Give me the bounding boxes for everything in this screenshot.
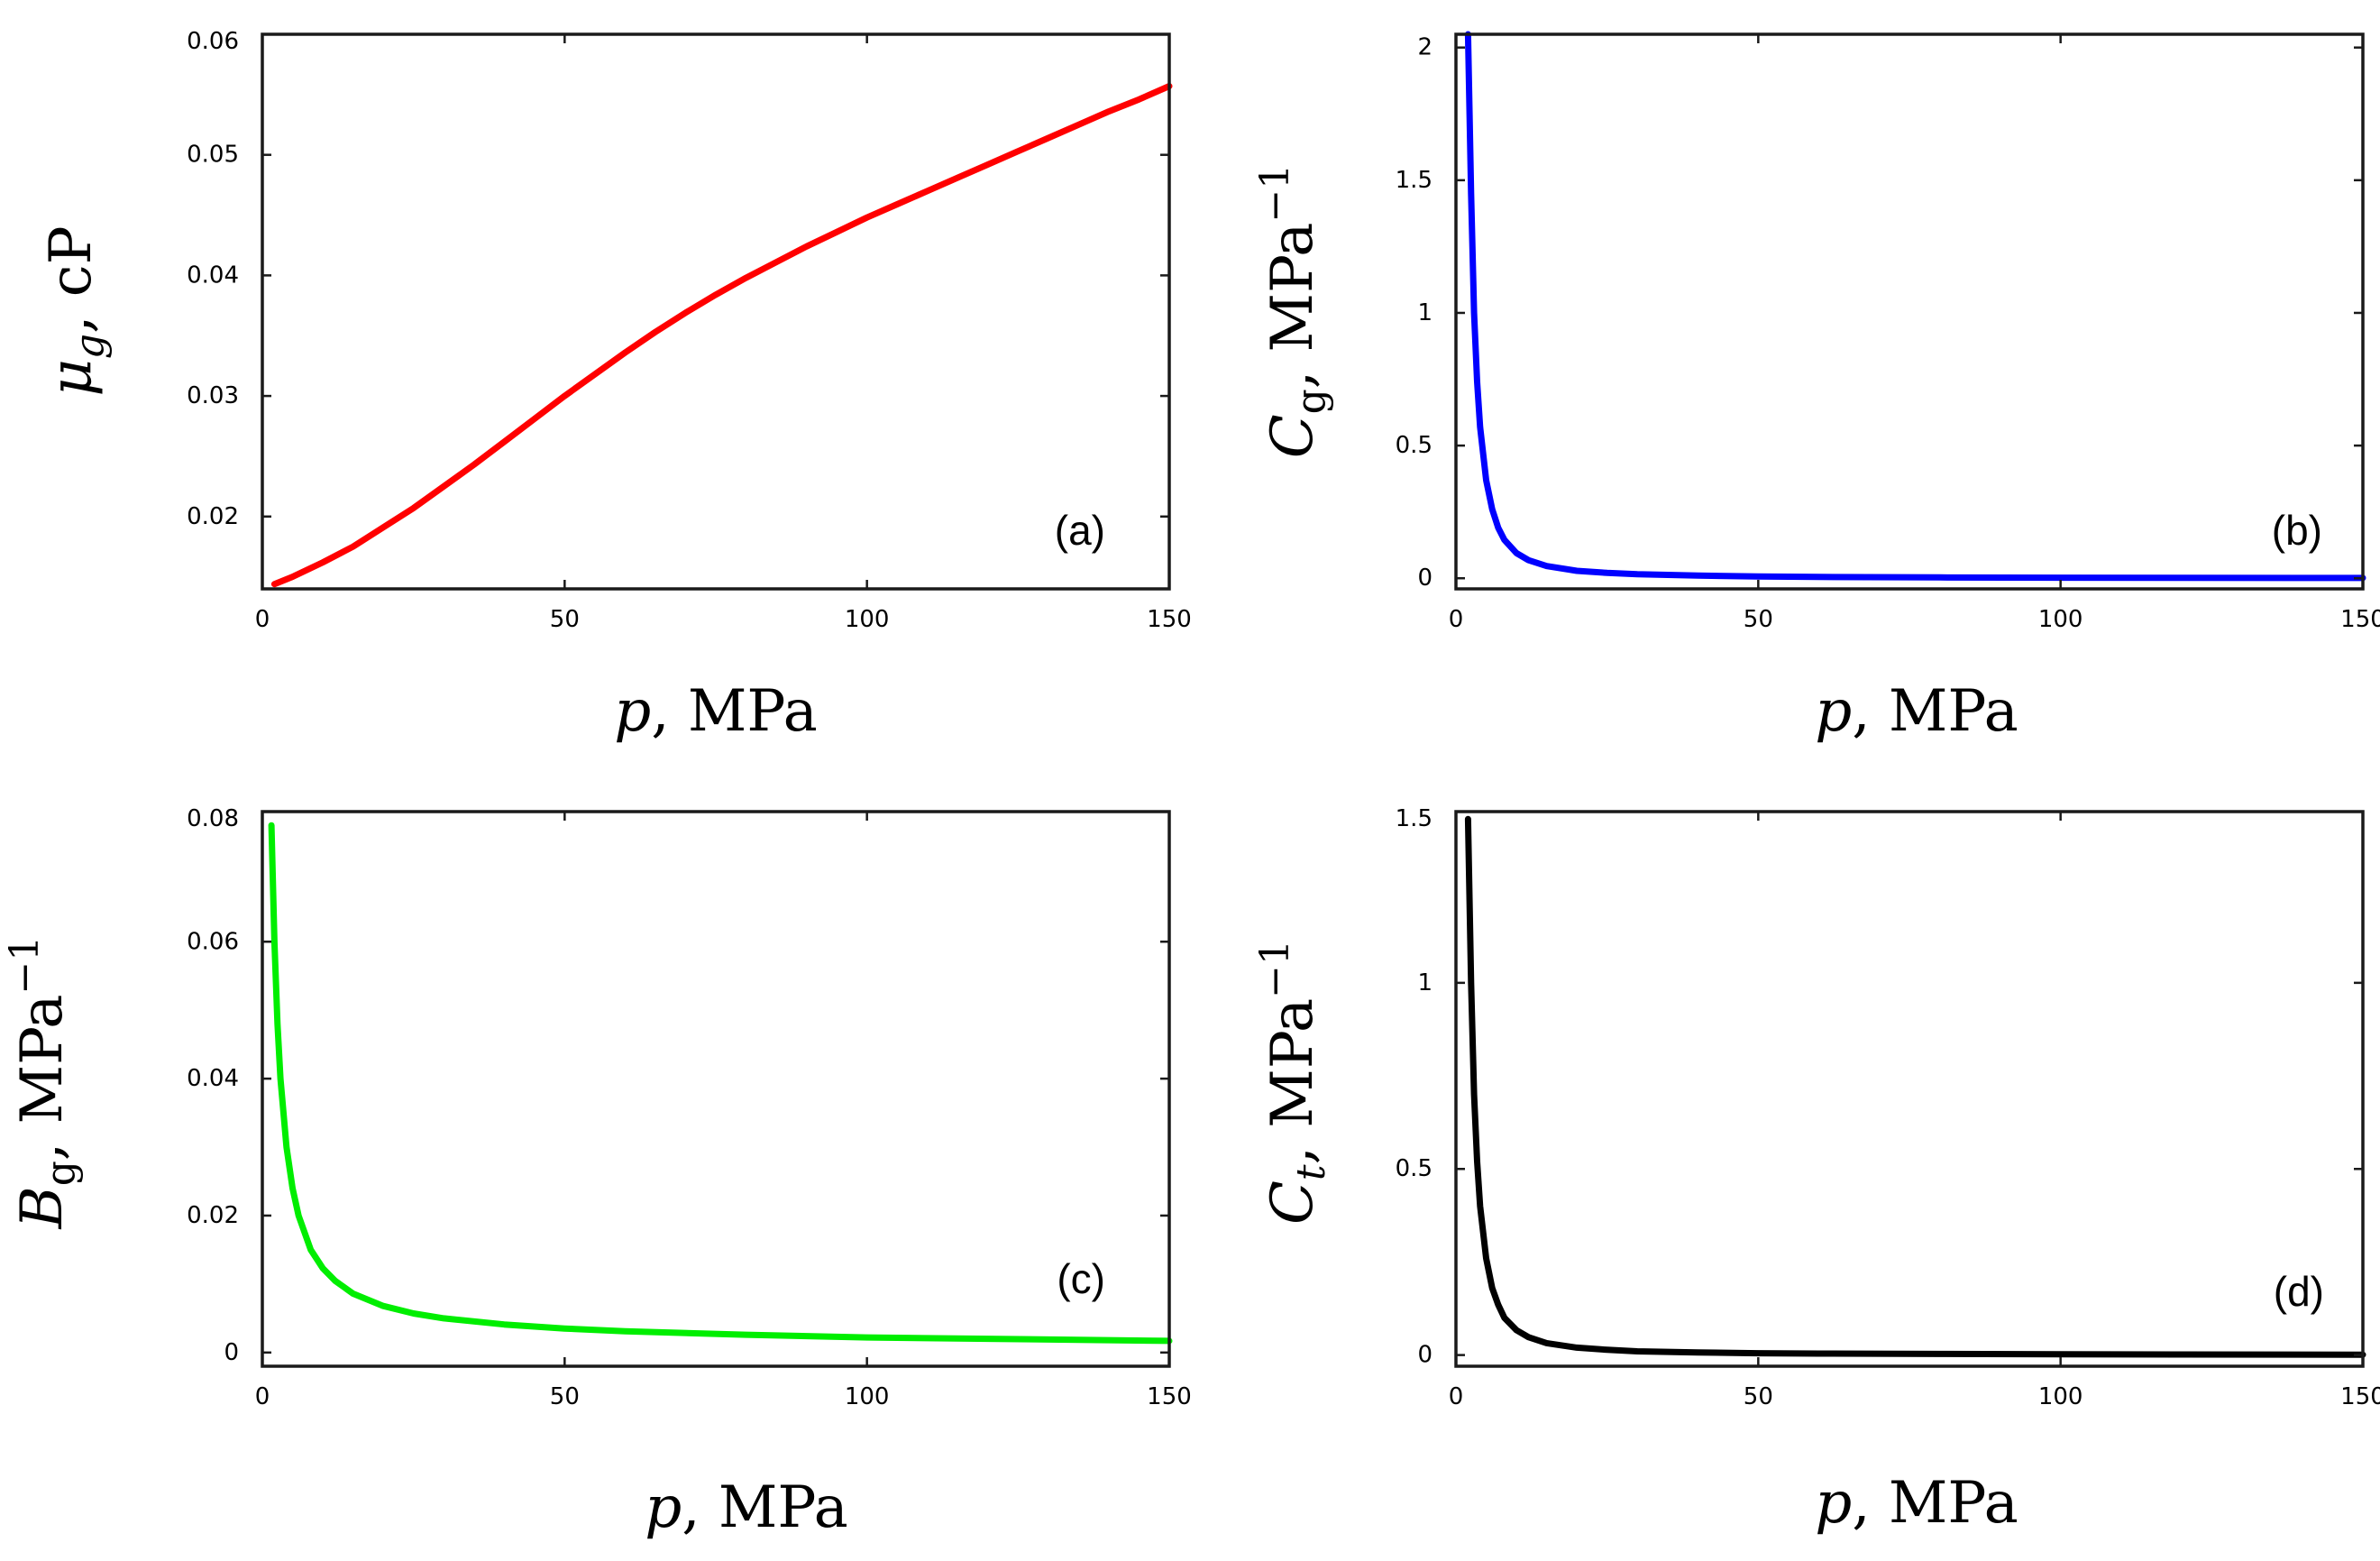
panel-d-xtick-label: 100 — [2038, 1383, 2083, 1410]
panel-d: 0 50 100 150 0 0.5 1 1.5 (d) p, MPa Ct, MPa−1 — [1252, 805, 2380, 1537]
panel-a-ytick-label: 0.05 — [187, 142, 239, 169]
panel-a-xtick-label: 150 — [1147, 606, 1192, 633]
panel-d-ticks: 0 50 100 150 0 0.5 1 1.5 — [1396, 805, 2380, 1410]
panel-b-series — [1464, 31, 2366, 582]
panel-b-xtick-label: 100 — [2038, 606, 2083, 633]
panel-c-series-line — [268, 822, 1173, 1345]
panel-b-ytick-label: 2 — [1417, 34, 1433, 61]
panel-b-ytick-label: 1.5 — [1396, 167, 1433, 194]
panel-a-xtick-label: 0 — [255, 606, 270, 633]
panel-b-xtick-label: 50 — [1744, 606, 1773, 633]
panel-c-ytick-label: 0.08 — [187, 805, 239, 832]
panel-a-xlabel: p, MPa — [614, 678, 818, 745]
panel-d-label: (d) — [2274, 1268, 2324, 1315]
panel-a-ytick-label: 0.06 — [187, 28, 239, 55]
panel-b-label: (b) — [2272, 507, 2322, 554]
panel-b-frame — [1454, 32, 2365, 591]
panel-b-xtick-label: 0 — [1449, 606, 1464, 633]
panel-a-xtick-label: 100 — [845, 606, 890, 633]
panel-d-ytick-label: 1 — [1417, 969, 1433, 996]
panel-b-ytick-label: 0.5 — [1396, 432, 1433, 459]
panel-d-ytick-label: 0 — [1417, 1342, 1433, 1369]
panel-a-ylabel: μg, cP — [38, 225, 113, 396]
panel-b-ticks: 0 50 100 150 0 0.5 1 1.5 2 — [1396, 34, 2380, 633]
panel-c-xtick-label: 0 — [255, 1383, 270, 1410]
panel-a: 0 50 100 150 0.02 0.03 0.04 0.05 0.06 (a) p, MPa… — [38, 28, 1192, 745]
panel-b: 0 50 100 150 0 0.5 1 1.5 2 (b) p, MPa Cg, MPa−1 — [1252, 31, 2380, 745]
panel-c: 0 50 100 150 0 0.02 0.04 0.06 0.08 (c) p, MPa Bg… — [2, 805, 1192, 1541]
panel-a-ytick-label: 0.02 — [187, 503, 239, 530]
panel-a-frame — [261, 32, 1171, 591]
panel-b-xlabel: p, MPa — [1815, 678, 2018, 745]
panel-d-ytick-label: 0.5 — [1396, 1155, 1433, 1182]
panel-b-series-line — [1464, 31, 2366, 582]
panel-c-xtick-label: 100 — [845, 1383, 890, 1410]
panel-c-ytick-label: 0 — [224, 1339, 239, 1366]
panel-c-ytick-label: 0.06 — [187, 928, 239, 955]
panel-c-xlabel: p, MPa — [645, 1474, 848, 1541]
panel-a-ytick-label: 0.04 — [187, 262, 239, 289]
panel-c-ytick-label: 0.04 — [187, 1065, 239, 1092]
panel-d-xlabel: p, MPa — [1815, 1470, 2018, 1537]
panel-a-series — [270, 83, 1173, 588]
panel-c-label: (c) — [1057, 1255, 1105, 1302]
panel-b-ytick-label: 0 — [1417, 565, 1433, 592]
panel-d-ylabel: Ct, MPa−1 — [1252, 940, 1334, 1225]
panel-d-frame — [1454, 810, 2365, 1368]
panel-b-ylabel: Cg, MPa−1 — [1252, 164, 1334, 459]
panel-c-xtick-label: 150 — [1147, 1383, 1192, 1410]
panel-c-xtick-label: 50 — [550, 1383, 580, 1410]
panel-b-ytick-label: 1 — [1417, 299, 1433, 326]
panel-c-frame — [261, 810, 1171, 1368]
panel-d-xtick-label: 50 — [1744, 1383, 1773, 1410]
panel-d-series-line — [1464, 815, 2366, 1358]
panel-d-xtick-label: 0 — [1449, 1383, 1464, 1410]
panel-d-xtick-label: 150 — [2340, 1383, 2380, 1410]
panel-b-xtick-label: 150 — [2340, 606, 2380, 633]
panel-c-ytick-label: 0.02 — [187, 1202, 239, 1229]
panel-a-xtick-label: 50 — [550, 606, 580, 633]
panel-a-label: (a) — [1055, 507, 1105, 554]
panel-a-series-line — [270, 83, 1173, 588]
panel-d-series — [1464, 815, 2366, 1358]
panel-c-ylabel: Bg, MPa−1 — [2, 936, 84, 1230]
panel-d-ytick-label: 1.5 — [1396, 805, 1433, 832]
panel-c-ticks: 0 50 100 150 0 0.02 0.04 0.06 0.08 — [187, 805, 1192, 1410]
panel-a-ticks: 0 50 100 150 0.02 0.03 0.04 0.05 0.06 — [187, 28, 1192, 633]
panel-c-series — [268, 822, 1173, 1345]
panel-a-ytick-label: 0.03 — [187, 382, 239, 409]
